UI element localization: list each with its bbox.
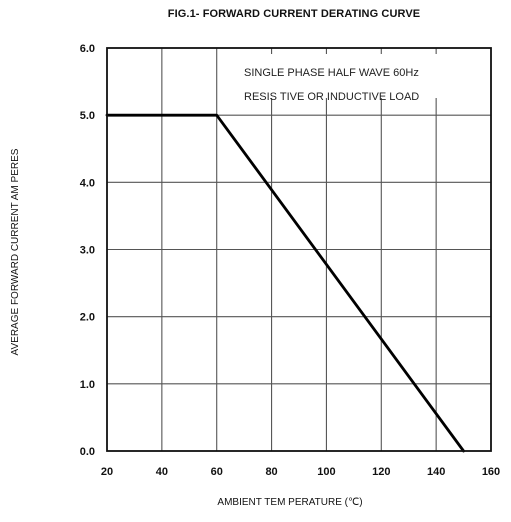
x-tick-label: 80 xyxy=(265,466,277,478)
plot-frame xyxy=(106,47,492,452)
series-layer xyxy=(105,113,465,453)
x-tick-label: 100 xyxy=(317,466,335,478)
chart-title: FIG.1- FORWARD CURRENT DERATING CURVE xyxy=(168,8,420,20)
x-tick-label: 120 xyxy=(372,466,390,478)
x-axis-label: AMBIENT TEM PERATURE (℃) xyxy=(217,497,362,508)
y-tick-label: 2.0 xyxy=(80,312,95,324)
y-tick-label: 1.0 xyxy=(80,379,95,391)
derating-curve-line xyxy=(105,113,465,453)
y-tick-label: 6.0 xyxy=(80,43,95,55)
annotation-block: SINGLE PHASE HALF WAVE 60Hz RESIS TIVE O… xyxy=(222,54,494,103)
y-tick-label: 5.0 xyxy=(80,110,95,122)
x-tick-label: 60 xyxy=(211,466,223,478)
x-tick-label: 160 xyxy=(482,466,500,478)
annotation-line-2: RESIS TIVE OR INDUCTIVE LOAD xyxy=(244,91,419,103)
annotation-line-1: SINGLE PHASE HALF WAVE 60Hz xyxy=(244,67,419,79)
y-tick-label: 4.0 xyxy=(80,177,95,189)
x-axis-ticks: 20 40 60 80 100 120 140 160 xyxy=(101,466,500,478)
grid-lines xyxy=(107,48,491,451)
x-tick-label: 20 xyxy=(101,466,113,478)
x-tick-label: 140 xyxy=(427,466,445,478)
plot-border xyxy=(106,47,492,452)
x-tick-label: 40 xyxy=(156,466,168,478)
annotation-backdrop xyxy=(222,54,494,98)
y-axis-label: AVERAGE FORWARD CURRENT AM PERES xyxy=(10,148,21,355)
y-axis-ticks: 0.0 1.0 2.0 3.0 4.0 5.0 6.0 xyxy=(80,43,95,458)
y-tick-label: 3.0 xyxy=(80,245,95,257)
y-tick-label: 0.0 xyxy=(80,446,95,458)
